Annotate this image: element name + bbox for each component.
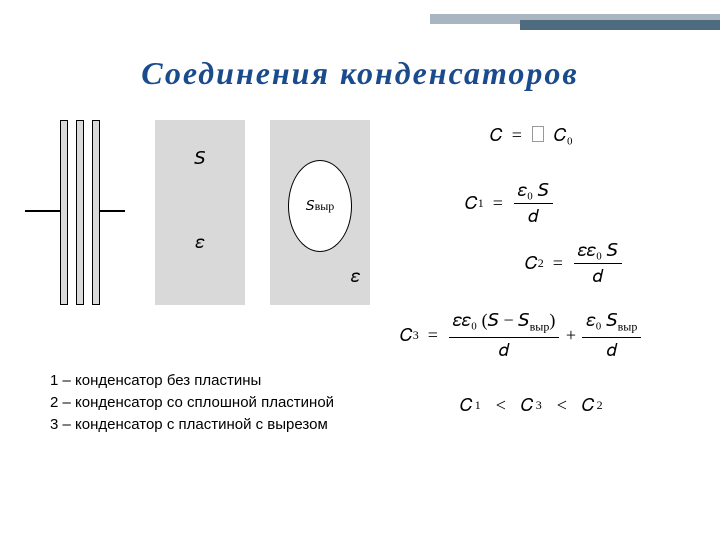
- f3-num1-a: 𝜀𝜀₀ (𝘚 − 𝘚: [453, 310, 530, 330]
- figure-1-plate-right: [83, 120, 93, 305]
- figure-3-cut-label-sub: выр: [315, 199, 335, 214]
- figure-3-cut-label: 𝘚: [306, 198, 315, 215]
- decor-bar-dark: [520, 20, 720, 30]
- f3-num1-b: выр: [530, 320, 550, 334]
- f3-den1: 𝑑: [449, 338, 559, 361]
- legend-line-2: 2 – конденсатор со сплошной пластиной: [50, 392, 334, 414]
- ineq-lt1: <: [496, 395, 508, 416]
- legend: 1 – конденсатор без пластины 2 – конденс…: [50, 370, 334, 435]
- f1-den: 𝑑: [514, 204, 553, 227]
- ineq-c3-sub: 3: [536, 398, 544, 413]
- figure-3-cutout: 𝘚выр: [288, 160, 352, 252]
- f1-sub: 1: [478, 196, 484, 211]
- ineq-c3: 𝐶: [521, 395, 536, 416]
- figure-3-eps-label: 𝜀: [351, 266, 360, 287]
- ineq-c2: 𝐶: [582, 395, 597, 416]
- f3-left: 𝐶: [400, 325, 413, 346]
- ineq-c1-sub: 1: [475, 398, 483, 413]
- f3-sub: 3: [413, 328, 419, 343]
- f3-num2-a: 𝜀₀ 𝘚: [586, 310, 617, 330]
- figure-1-plate-left: [67, 120, 77, 305]
- f3-plus: +: [566, 325, 576, 346]
- formula-c2: 𝐶2 = 𝜀𝜀₀ 𝘚 𝑑: [525, 240, 624, 287]
- f3-den2: 𝑑: [582, 338, 641, 361]
- figures-row: 𝘚 𝜀 𝘚выр 𝜀: [25, 120, 385, 340]
- f3-num2-b: выр: [618, 320, 638, 334]
- f2-num: 𝜀𝜀₀ 𝘚: [574, 240, 622, 264]
- figure-2-solid-plate: 𝘚 𝜀: [155, 120, 245, 305]
- f3-eq: =: [428, 325, 438, 346]
- f2-left: 𝐶: [525, 253, 538, 274]
- figure-2-label-s: 𝘚: [155, 148, 245, 169]
- formula-c-eq-c0: 𝐶 = 𝐶₀: [490, 125, 573, 146]
- formula-c3: 𝐶3 = 𝜀𝜀₀ (𝘚 − 𝘚выр) 𝑑 + 𝜀₀ 𝘚выр 𝑑: [400, 310, 643, 361]
- legend-line-1: 1 – конденсатор без пластины: [50, 370, 334, 392]
- f1-num: 𝜀₀ 𝘚: [514, 180, 553, 204]
- f0-right: 𝐶₀: [554, 125, 573, 146]
- f1-left: 𝐶: [465, 193, 478, 214]
- f0-left: 𝐶: [490, 125, 503, 146]
- formula-c1: 𝐶1 = 𝜀₀ 𝘚 𝑑: [465, 180, 555, 227]
- f2-sub: 2: [538, 256, 544, 271]
- f2-den: 𝑑: [574, 264, 622, 287]
- ineq-lt2: <: [557, 395, 569, 416]
- figure-1-capacitor: [25, 120, 125, 320]
- f0-eq: =: [512, 125, 522, 146]
- figure-2-label-eps: 𝜀: [155, 232, 245, 253]
- header-decor: [390, 14, 720, 34]
- formula-inequality: 𝐶1 < 𝐶3 < 𝐶2: [460, 395, 605, 416]
- f1-eq: =: [493, 193, 503, 214]
- formulas-block: 𝐶 = 𝐶₀ 𝐶1 = 𝜀₀ 𝘚 𝑑 𝐶2 = 𝜀𝜀₀ 𝘚 𝑑 𝐶3 = 𝜀𝜀₀…: [400, 120, 710, 500]
- f3-num1-c: ): [549, 310, 555, 330]
- f2-eq: =: [553, 253, 563, 274]
- legend-line-3: 3 – конденсатор с пластиной с вырезом: [50, 414, 334, 436]
- ineq-c2-sub: 2: [597, 398, 605, 413]
- placeholder-glyph: [532, 126, 544, 142]
- figure-1-outer: [60, 120, 100, 305]
- page-title: Соединения конденсаторов: [0, 55, 720, 92]
- figure-3-plate-with-cut: 𝘚выр 𝜀: [270, 120, 370, 305]
- ineq-c1: 𝐶: [460, 395, 475, 416]
